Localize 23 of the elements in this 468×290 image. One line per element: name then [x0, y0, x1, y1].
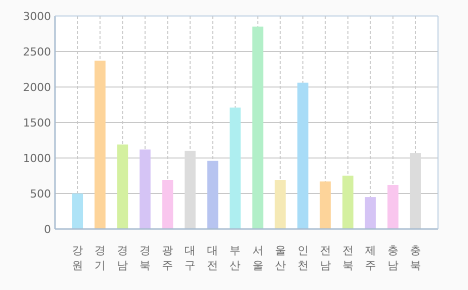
x-tick-label: 서울 — [252, 244, 264, 272]
y-tick-label: 1000 — [23, 152, 51, 165]
x-tick-label: 충남 — [387, 244, 398, 272]
x-tick-label: 제주 — [364, 244, 376, 272]
x-tick-label: 전남 — [320, 244, 331, 272]
x-tick-label: 충북 — [410, 244, 421, 272]
y-tick-label: 1500 — [23, 116, 51, 130]
y-tick-label: 3000 — [23, 10, 51, 23]
x-tick-label: 대전 — [207, 244, 218, 272]
x-tick-label: 울산 — [274, 244, 286, 272]
x-tick-label: 강원 — [72, 244, 84, 272]
x-tick-label: 경남 — [117, 244, 128, 272]
x-tick-label: 인천 — [297, 244, 308, 272]
x-tick-label: 대구 — [184, 244, 196, 272]
x-tick-label: 부산 — [230, 244, 241, 272]
x-tick-label: 경기 — [94, 244, 106, 272]
y-tick-label: 2500 — [23, 46, 51, 58]
x-tick-label: 경북 — [140, 244, 151, 272]
y-tick-label: 0 — [44, 223, 51, 236]
x-tick-label: 전북 — [342, 244, 354, 272]
y-tick-label: 500 — [30, 188, 51, 200]
x-tick-label: 광주 — [162, 244, 174, 272]
y-tick-label: 2000 — [23, 81, 51, 94]
